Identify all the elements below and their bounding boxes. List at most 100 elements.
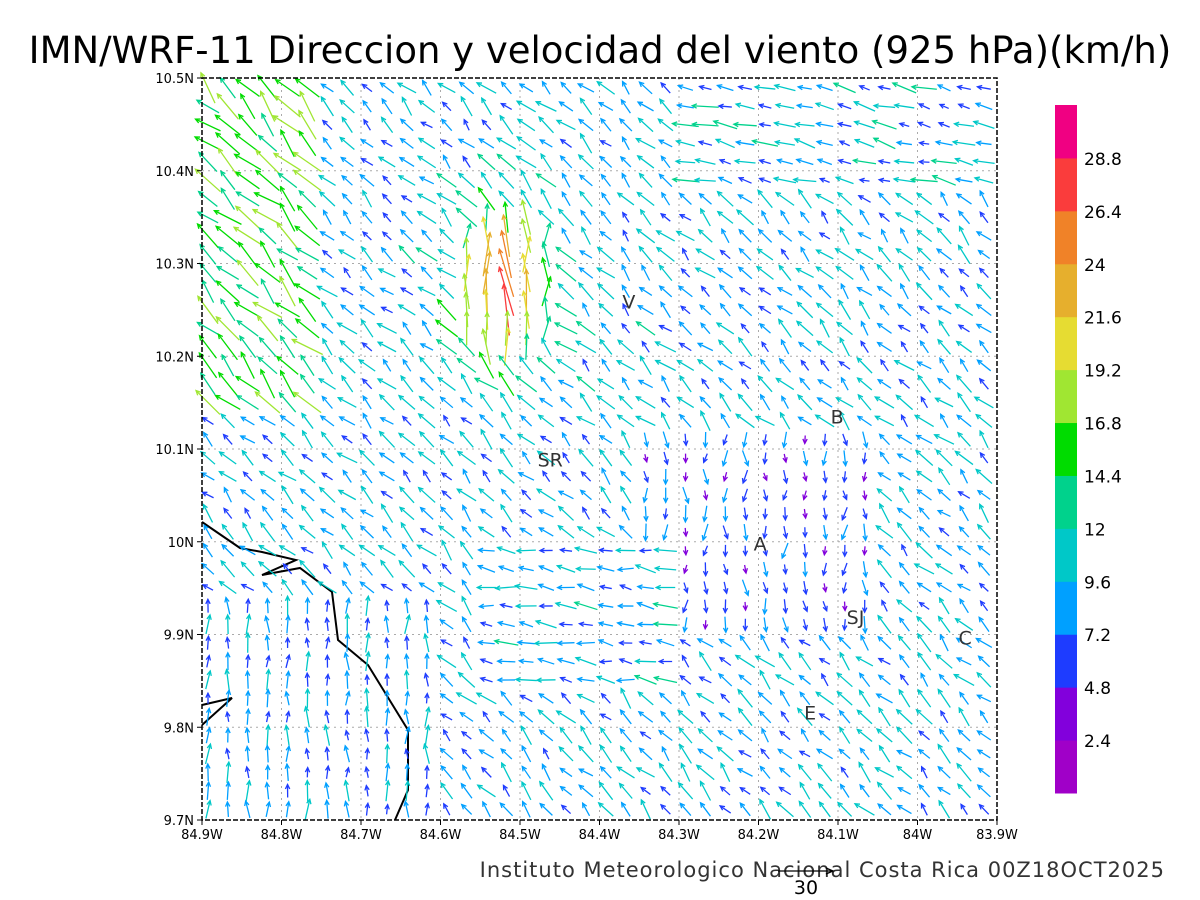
wind-arrow [294,318,320,339]
wind-arrow [364,705,370,728]
wind-arrow [493,638,519,646]
wind-arrow [260,368,276,399]
wind-arrow [718,376,733,391]
wind-arrow [224,668,230,691]
wind-arrow [618,782,633,799]
wind-arrow [524,310,530,346]
colorbar-bin [1055,369,1077,424]
wind-arrow [535,488,556,502]
wind-arrow [621,505,630,521]
wind-arrow [341,374,354,393]
wind-arrow [542,295,549,323]
wind-arrow [324,672,331,686]
wind-arrow [500,488,512,501]
wind-arrow [322,209,332,225]
wind-arrow [499,433,513,446]
wind-arrow [877,635,892,650]
wind-arrow [236,319,259,337]
wind-arrow [475,692,497,705]
wind-arrow [379,287,394,296]
wind-arrow [877,177,891,184]
wind-arrow [279,369,296,398]
wind-arrow [762,617,769,633]
wind-arrow [396,82,417,94]
wind-arrow [575,416,596,426]
wind-arrow [456,450,476,466]
wind-arrow [722,434,728,446]
wind-arrow [265,654,271,668]
wind-arrow [558,621,573,628]
wind-arrow [778,730,791,741]
wind-arrow [840,524,849,541]
wind-arrow [977,655,991,668]
wind-arrow [975,637,993,649]
wind-arrow [761,727,769,743]
wind-arrow [759,393,771,411]
wind-arrow [934,139,953,146]
wind-arrow [221,353,235,377]
wind-arrow [960,803,968,815]
wind-arrow [638,639,652,646]
wind-arrow [657,139,673,148]
wind-arrow [304,726,310,744]
wind-arrow [479,508,493,519]
wind-arrow [834,176,854,185]
wind-arrow [496,658,516,665]
wind-arrow [461,525,472,538]
wind-arrow [660,155,671,169]
wind-arrow [499,802,514,817]
wind-arrow [423,614,430,634]
wind-arrow [235,191,260,207]
wind-arrow [702,620,709,631]
wind-arrow [616,192,635,206]
wind-arrow [225,710,231,722]
wind-arrow [401,415,412,426]
coastline [201,521,409,821]
wind-arrow [253,192,282,206]
wind-arrow [460,651,473,671]
wind-arrow [579,97,593,115]
wind-arrow [702,468,710,486]
wind-arrow [260,240,276,268]
wind-arrow [859,299,871,320]
wind-arrow [660,396,671,408]
wind-arrow [952,673,975,686]
wind-arrow [398,486,415,504]
wind-arrow [320,431,334,448]
wind-arrow [256,314,279,342]
wind-arrow [217,147,238,176]
wind-arrow [556,640,575,646]
wind-arrow [281,484,294,505]
wind-arrow [401,96,413,116]
wind-arrow [757,189,773,209]
wind-arrow [979,451,989,464]
wind-arrow [599,726,612,744]
wind-arrow [758,305,772,315]
wind-arrow [597,801,614,817]
wind-arrow [421,319,432,337]
wind-arrow [235,284,259,299]
wind-arrow [400,374,414,393]
wind-arrow [440,139,453,148]
wind-arrow [504,309,511,346]
wind-arrow [573,546,598,554]
wind-arrow [742,601,749,612]
wind-arrow [838,360,851,370]
wind-arrow [321,395,333,409]
wind-arrow [976,784,991,798]
wind-arrow [384,706,391,726]
wind-arrow [416,193,437,205]
wind-arrow [345,596,351,614]
wind-arrow [442,154,451,169]
wind-arrow [477,547,495,554]
wind-arrow [496,546,516,555]
wind-arrow [223,486,232,503]
wind-arrow [279,414,295,427]
wind-arrow [380,583,393,592]
wind-arrow [956,545,972,556]
wind-arrow [880,358,889,372]
wind-arrow [294,77,320,98]
wind-arrow [762,434,768,447]
wind-arrow [795,320,814,337]
wind-arrow [616,621,635,627]
